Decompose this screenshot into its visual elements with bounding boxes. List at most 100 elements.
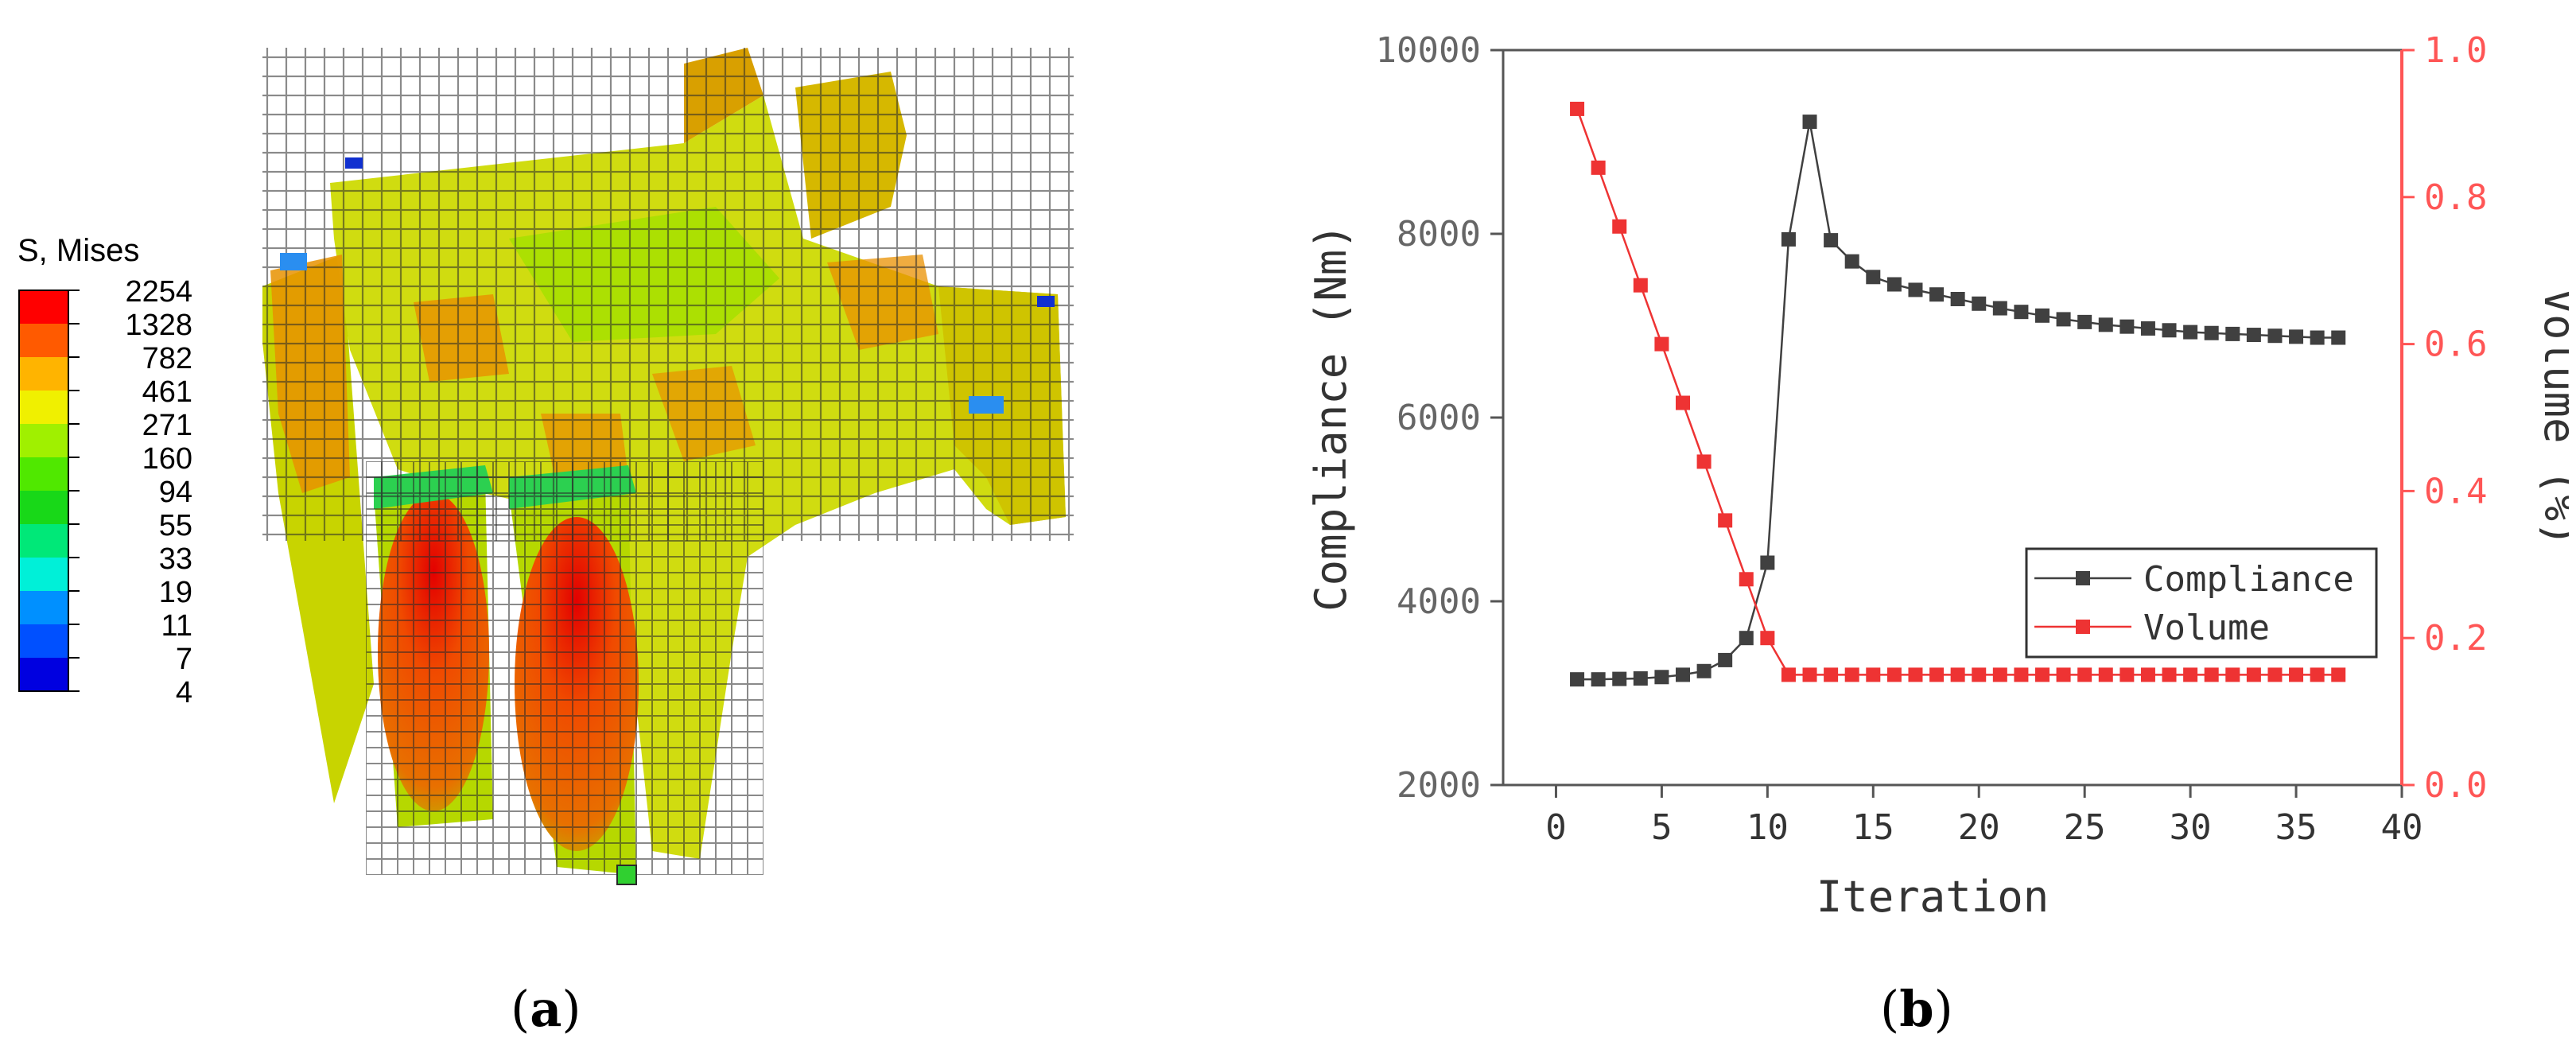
point-compliance-19 xyxy=(1972,296,1987,311)
point-volume-1 xyxy=(1591,160,1606,175)
x-tick-label-1: 5 xyxy=(1651,807,1673,848)
point-volume-24 xyxy=(2077,667,2092,682)
point-volume-33 xyxy=(2267,667,2283,682)
point-compliance-10 xyxy=(1781,231,1796,247)
point-volume-25 xyxy=(2098,667,2113,682)
green-voxel-tip xyxy=(616,865,637,885)
legend-value-8: 33 xyxy=(159,542,192,576)
point-compliance-36 xyxy=(2331,330,2346,345)
legend-value-1: 1328 xyxy=(125,309,192,342)
point-volume-6 xyxy=(1696,454,1712,469)
legend-value-6: 94 xyxy=(159,476,192,509)
point-compliance-3 xyxy=(1633,671,1648,686)
y2-tick-label-2: 0.4 xyxy=(2424,471,2487,511)
point-compliance-6 xyxy=(1696,663,1712,678)
legend-band-7 xyxy=(19,524,68,558)
x-axis-ticks: 0 5 10 15 20 25 30 35 40 xyxy=(1545,785,2423,848)
point-volume-11 xyxy=(1802,667,1817,682)
legend-value-7: 55 xyxy=(159,509,192,542)
legend-band-8 xyxy=(19,558,68,591)
legend-band-11 xyxy=(19,658,68,691)
point-volume-28 xyxy=(2162,667,2177,682)
point-volume-36 xyxy=(2331,667,2346,682)
right-y-axis-ticks: 0.0 0.2 0.4 0.6 0.8 1.0 xyxy=(2402,30,2487,806)
x-tick-label-4: 20 xyxy=(1958,807,2000,848)
point-volume-8 xyxy=(1739,572,1754,587)
point-volume-13 xyxy=(1844,667,1859,682)
point-volume-5 xyxy=(1676,395,1690,410)
point-volume-17 xyxy=(1929,667,1945,682)
point-volume-19 xyxy=(1972,667,1987,682)
legend-label-volume: Volume xyxy=(2143,608,2270,648)
point-compliance-23 xyxy=(2056,312,2071,327)
x-tick-label-6: 30 xyxy=(2170,807,2212,848)
x-tick-label-5: 25 xyxy=(2064,807,2106,848)
point-compliance-34 xyxy=(2289,329,2304,344)
point-compliance-30 xyxy=(2204,325,2219,340)
legend-band-2 xyxy=(19,357,68,391)
point-compliance-35 xyxy=(2310,330,2325,345)
legend-marker-compliance xyxy=(2076,571,2090,585)
voxel-structure xyxy=(262,48,1074,885)
point-compliance-11 xyxy=(1802,115,1817,130)
blue-corner-voxel-1 xyxy=(280,253,307,270)
point-compliance-0 xyxy=(1570,672,1585,687)
legend-box xyxy=(2025,547,2378,659)
y2-tick-label-4: 0.8 xyxy=(2424,177,2487,218)
chart-series xyxy=(1570,101,2346,687)
point-compliance-7 xyxy=(1718,652,1733,667)
legend-band-3 xyxy=(19,391,68,424)
legend-band-10 xyxy=(19,624,68,658)
convergence-chart: 0 5 10 15 20 25 30 35 40 2000 4000 6000 8000 10000 0… xyxy=(1306,30,2569,922)
point-compliance-33 xyxy=(2267,328,2283,344)
point-volume-18 xyxy=(1950,667,1965,682)
legend-value-11: 7 xyxy=(176,643,192,676)
point-volume-7 xyxy=(1718,513,1733,528)
point-compliance-24 xyxy=(2077,314,2092,329)
point-compliance-27 xyxy=(2140,321,2155,336)
point-compliance-18 xyxy=(1950,292,1965,307)
legend-marker-volume xyxy=(2076,620,2090,634)
x-tick-label-7: 35 xyxy=(2275,807,2318,848)
point-volume-4 xyxy=(1654,336,1669,352)
point-volume-12 xyxy=(1824,667,1839,682)
legend-value-4: 271 xyxy=(142,409,192,442)
x-tick-label-3: 15 xyxy=(1852,807,1894,848)
point-compliance-1 xyxy=(1591,672,1606,687)
legend-band-6 xyxy=(19,491,68,524)
legend-value-9: 19 xyxy=(159,576,192,609)
x-tick-label-8: 40 xyxy=(2381,807,2423,848)
panel-label-a: (a) xyxy=(511,980,581,1038)
point-volume-31 xyxy=(2225,667,2240,682)
legend-band-5 xyxy=(19,457,68,491)
legend-value-0: 2254 xyxy=(125,275,192,309)
point-compliance-16 xyxy=(1908,282,1923,297)
point-volume-26 xyxy=(2119,667,2135,682)
left-y-axis-ticks: 2000 4000 6000 8000 10000 xyxy=(1376,30,1503,806)
point-compliance-20 xyxy=(1992,301,2007,316)
legend-value-2: 782 xyxy=(142,342,192,375)
point-volume-23 xyxy=(2056,667,2071,682)
point-volume-29 xyxy=(2183,667,2198,682)
y-tick-label-0: 2000 xyxy=(1397,765,1481,806)
legend-value-10: 11 xyxy=(161,609,192,643)
point-volume-15 xyxy=(1886,667,1902,682)
legend-color-bands xyxy=(18,290,69,692)
point-compliance-8 xyxy=(1739,631,1754,646)
point-compliance-29 xyxy=(2183,325,2198,340)
point-volume-32 xyxy=(2246,667,2261,682)
legend-band-9 xyxy=(19,591,68,624)
point-volume-9 xyxy=(1760,631,1775,646)
point-compliance-15 xyxy=(1886,277,1902,292)
point-volume-2 xyxy=(1612,219,1627,234)
point-volume-27 xyxy=(2140,667,2155,682)
stress-contour-panel: S, Mises 2254132878246127116094553319117… xyxy=(17,48,1074,885)
y-tick-label-3: 8000 xyxy=(1397,214,1481,255)
panel-label-b: (b) xyxy=(1880,980,1953,1038)
point-volume-35 xyxy=(2310,667,2325,682)
point-volume-34 xyxy=(2289,667,2304,682)
point-volume-10 xyxy=(1781,667,1796,682)
y-tick-label-2: 6000 xyxy=(1397,398,1481,438)
voxel-mesh-overlay-columns xyxy=(366,461,763,875)
